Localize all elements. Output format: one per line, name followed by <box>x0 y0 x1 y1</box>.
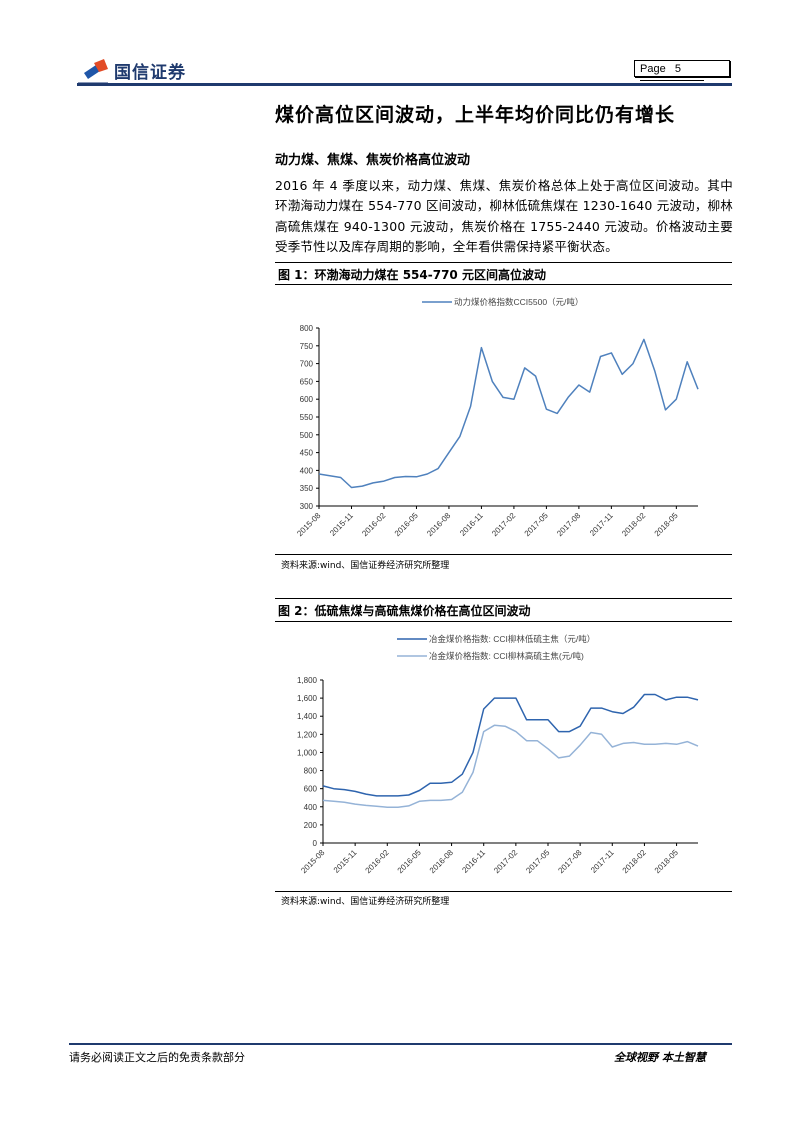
footer-slogan: 全球视野 本土智慧 <box>614 1051 706 1064</box>
y-tick-label: 1,000 <box>297 748 318 757</box>
figure-2-top-rule <box>275 598 732 599</box>
brand-name: 国信证券 <box>114 63 186 83</box>
y-tick-label: 1,800 <box>297 676 318 685</box>
x-tick-label: 2017-08 <box>556 848 584 876</box>
y-tick-label: 200 <box>304 821 318 830</box>
legend-item: 冶金煤价格指数: CCI柳林低硫主焦（元/吨） <box>397 634 595 644</box>
x-tick-label: 2017-02 <box>490 511 518 539</box>
section-subtitle: 动力煤、焦煤、焦炭价格高位波动 <box>275 153 471 168</box>
chart-2: 冶金煤价格指数: CCI柳林低硫主焦（元/吨） 冶金煤价格指数: CCI柳林高硫主… <box>297 634 699 876</box>
y-tick-label: 600 <box>304 785 318 794</box>
y-tick-label: 1,600 <box>297 694 318 703</box>
x-tick-label: 2016-11 <box>458 511 485 538</box>
page-indicator-underline <box>640 80 704 81</box>
x-tick-label: 2018-02 <box>620 511 648 539</box>
figure-2-source: 资料来源:wind、国信证券经济研究所整理 <box>281 897 450 907</box>
x-tick-label: 2018-05 <box>653 511 681 539</box>
x-tick-label: 2017-11 <box>588 511 615 538</box>
x-tick-label: 2016-05 <box>396 848 424 876</box>
x-tick-label: 2017-11 <box>589 848 616 875</box>
x-tick-label: 2016-02 <box>360 511 388 539</box>
y-tick-label: 300 <box>300 502 314 511</box>
y-tick-label: 800 <box>304 767 318 776</box>
x-tick-label: 2015-11 <box>328 511 355 538</box>
y-tick-label: 1,400 <box>297 712 318 721</box>
x-tick-label: 2017-05 <box>524 848 552 876</box>
footer-divider <box>69 1043 732 1045</box>
header-divider <box>77 83 732 86</box>
svg-text:冶金煤价格指数: CCI柳林高硫主焦(元/吨): 冶金煤价格指数: CCI柳林高硫主焦(元/吨) <box>429 651 584 661</box>
series-line <box>322 693 699 797</box>
figure-2-bottom-rule <box>275 891 732 892</box>
x-tick-label: 2018-05 <box>653 848 681 876</box>
page-label: Page <box>640 63 666 75</box>
x-tick-label: 2017-02 <box>492 848 520 876</box>
chart-1: 动力煤价格指数CCI5500（元/吨） 300 350 400 450 500 550 600… <box>295 297 699 539</box>
x-tick-label: 2017-08 <box>555 511 583 539</box>
page-title: 煤价高位区间波动，上半年均价同比仍有增长 <box>275 104 676 126</box>
figure-2-title: 图 2：低硫焦煤与高硫焦煤价格在高位区间波动 <box>278 604 531 618</box>
y-tick-label: 0 <box>313 839 318 848</box>
svg-text:冶金煤价格指数: CCI柳林低硫主焦（元/吨）: 冶金煤价格指数: CCI柳林低硫主焦（元/吨） <box>429 634 595 644</box>
x-tick-label: 2016-05 <box>393 511 421 539</box>
x-tick-label: 2015-08 <box>295 511 323 539</box>
y-tick-label: 700 <box>300 360 314 369</box>
section-paragraph: 2016 年 4 季度以来，动力煤、焦煤、焦炭价格总体上处于高位区间波动。其中环… <box>275 178 733 254</box>
logo-icon <box>84 59 108 79</box>
y-tick-label: 1,200 <box>297 730 318 739</box>
y-tick-label: 500 <box>300 431 314 440</box>
y-tick-label: 800 <box>300 324 314 333</box>
figure-1-title-rule <box>275 284 732 285</box>
x-tick-label: 2017-05 <box>523 511 551 539</box>
y-tick-label: 450 <box>300 449 314 458</box>
y-tick-label: 350 <box>300 484 314 493</box>
series-line <box>318 338 699 489</box>
x-tick-label: 2016-02 <box>364 848 392 876</box>
y-tick-label: 550 <box>300 413 314 422</box>
x-tick-label: 2015-08 <box>299 848 327 876</box>
figure-1-bottom-rule <box>275 554 732 555</box>
legend-item: 动力煤价格指数CCI5500（元/吨） <box>422 297 583 307</box>
y-tick-label: 650 <box>300 377 314 386</box>
legend-item: 冶金煤价格指数: CCI柳林高硫主焦(元/吨) <box>397 651 584 661</box>
series-line <box>322 724 699 808</box>
x-tick-label: 2016-08 <box>428 848 456 876</box>
figure-1-source: 资料来源:wind、国信证券经济研究所整理 <box>281 561 450 571</box>
x-tick-label: 2018-02 <box>621 848 649 876</box>
y-tick-label: 750 <box>300 342 314 351</box>
x-tick-label: 2016-08 <box>425 511 453 539</box>
y-tick-label: 600 <box>300 395 314 404</box>
x-tick-label: 2015-11 <box>332 848 359 875</box>
svg-text:动力煤价格指数CCI5500（元/吨）: 动力煤价格指数CCI5500（元/吨） <box>454 297 583 307</box>
page-number: 5 <box>674 63 681 75</box>
y-tick-label: 400 <box>300 466 314 475</box>
page-indicator: Page 5 <box>634 60 730 77</box>
figure-1-title: 图 1：环渤海动力煤在 554-770 元区间高位波动 <box>278 268 546 282</box>
figure-2-title-rule <box>275 621 732 622</box>
figure-1-top-rule <box>275 262 732 263</box>
footer-disclaimer: 请务必阅读正文之后的免责条款部分 <box>69 1051 245 1064</box>
y-tick-label: 400 <box>304 803 318 812</box>
x-tick-label: 2016-11 <box>460 848 487 875</box>
